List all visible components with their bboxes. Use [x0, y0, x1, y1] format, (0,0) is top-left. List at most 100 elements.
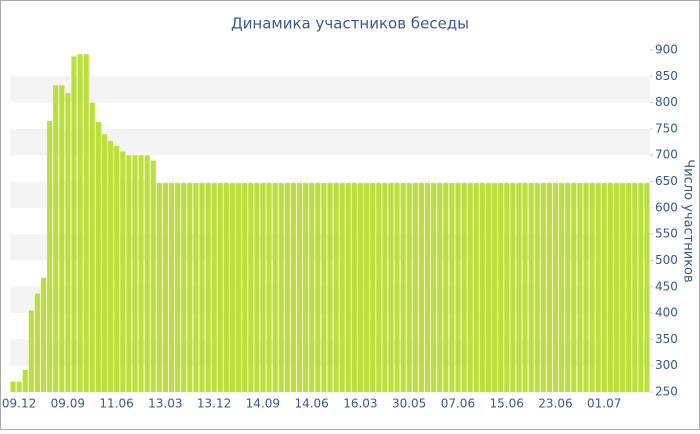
bar — [327, 183, 333, 392]
bar — [504, 183, 510, 392]
bar — [175, 183, 181, 392]
bar — [351, 183, 357, 392]
bar — [59, 85, 65, 392]
bar — [77, 54, 83, 393]
bar — [71, 56, 77, 393]
bar — [455, 183, 461, 392]
y-tick-label: 900 — [655, 43, 678, 57]
x-tick-label: 15.06 — [489, 397, 523, 411]
y-tick-label: 600 — [655, 200, 678, 214]
x-tick-label: 11.06 — [99, 397, 133, 411]
bar — [632, 183, 638, 392]
bar — [357, 183, 364, 392]
bar — [321, 183, 327, 392]
bar — [492, 183, 498, 392]
bar — [498, 183, 504, 392]
bar — [339, 183, 345, 392]
x-tick-label: 13.03 — [148, 397, 182, 411]
bar — [101, 134, 108, 392]
bar — [412, 183, 418, 392]
y-tick-label: 450 — [655, 279, 678, 293]
y-tick-label: 400 — [655, 306, 678, 320]
bar — [364, 183, 370, 392]
bar — [181, 183, 187, 392]
bar — [473, 183, 479, 392]
x-tick-label: 01.07 — [587, 397, 621, 411]
bar — [565, 183, 571, 392]
bar — [467, 183, 473, 392]
bar — [613, 183, 620, 392]
bar — [406, 183, 412, 392]
bar — [156, 183, 162, 392]
bar — [431, 183, 437, 392]
bar — [138, 155, 144, 392]
bar — [83, 54, 89, 393]
bar — [168, 183, 175, 392]
bar — [132, 155, 138, 392]
bar — [65, 93, 71, 392]
bar — [114, 145, 120, 392]
x-tick-label: 14.06 — [294, 397, 328, 411]
bar — [546, 183, 552, 392]
bar — [242, 183, 248, 392]
bar — [552, 183, 559, 392]
bar — [205, 183, 211, 392]
bar — [577, 183, 583, 392]
bar — [461, 183, 467, 392]
bar — [534, 183, 540, 392]
y-tick-label: 300 — [655, 358, 678, 372]
bar — [211, 183, 217, 392]
bar — [284, 183, 290, 392]
bar — [53, 85, 59, 392]
bar — [394, 183, 400, 392]
bar — [589, 183, 595, 392]
bar — [229, 183, 236, 392]
bar — [28, 310, 34, 392]
grid-band — [10, 76, 650, 103]
bar — [559, 183, 565, 392]
bar — [193, 183, 199, 392]
y-tick-label: 500 — [655, 253, 678, 267]
bar — [370, 183, 376, 392]
y-tick-label: 850 — [655, 69, 678, 83]
bar — [144, 155, 150, 392]
bar — [16, 381, 22, 392]
y-axis-label: Число участников — [681, 159, 696, 282]
bar — [40, 277, 47, 392]
bar — [437, 183, 443, 392]
bar — [418, 183, 424, 392]
bar — [34, 293, 40, 392]
bar — [217, 183, 223, 392]
bar — [199, 183, 205, 392]
y-tick-label: 350 — [655, 332, 678, 346]
bar — [388, 183, 394, 392]
x-tick-label: 09.12 — [2, 397, 36, 411]
bar — [485, 183, 492, 392]
x-tick-label: 07.06 — [441, 397, 475, 411]
bar — [223, 183, 229, 392]
bar — [644, 183, 650, 392]
y-tick-label: 250 — [655, 385, 678, 399]
bar — [120, 151, 126, 392]
bar — [254, 183, 260, 392]
bar — [108, 141, 114, 392]
bar — [583, 183, 589, 392]
bar — [303, 183, 309, 392]
bar — [595, 183, 601, 392]
bar — [296, 183, 303, 392]
bar — [400, 183, 406, 392]
y-tick-label: 700 — [655, 148, 678, 162]
bar — [571, 183, 577, 392]
bar — [620, 183, 626, 392]
bar — [516, 183, 522, 392]
bar — [278, 183, 284, 392]
bar — [248, 183, 254, 392]
x-tick-label: 14.09 — [246, 397, 280, 411]
bar — [309, 183, 315, 392]
bar — [162, 183, 168, 392]
x-tick-label: 16.03 — [343, 397, 377, 411]
bar — [607, 183, 613, 392]
bar — [638, 183, 644, 392]
bar — [510, 183, 516, 392]
x-tick-label: 13.12 — [197, 397, 231, 411]
